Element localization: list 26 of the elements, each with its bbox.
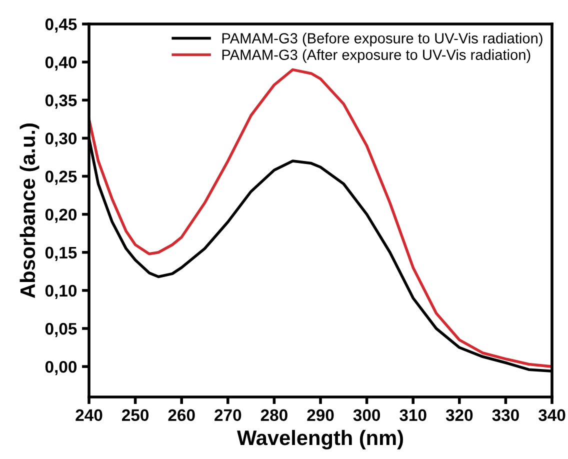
y-tick-label: 0,20 bbox=[45, 208, 77, 223]
y-tick-label: 0,00 bbox=[45, 360, 77, 376]
y-tick-label: 0,05 bbox=[45, 322, 77, 338]
x-tick-label: 320 bbox=[446, 409, 473, 422]
legend-label: PAMAM-G3 (Before exposure to UV-Vis radiation) bbox=[222, 32, 542, 46]
legend-label: PAMAM-G3 (After exposure to UV-Vis radiation) bbox=[222, 49, 530, 63]
y-tick-label: 0,35 bbox=[45, 94, 77, 109]
y-tick-label: 0,25 bbox=[45, 170, 77, 185]
x-tick-label: 300 bbox=[353, 409, 380, 422]
x-tick-label: 260 bbox=[168, 409, 195, 422]
x-tick-label: 250 bbox=[122, 409, 149, 422]
x-tick-label: 310 bbox=[400, 409, 426, 422]
y-tick-label: 0,30 bbox=[45, 132, 77, 147]
line-series bbox=[89, 68, 552, 368]
x-axis-title: Wavelength (nm) bbox=[237, 430, 403, 450]
y-tick-label: 0,15 bbox=[45, 246, 77, 261]
y-axis-title: Absorbance (a.u.) bbox=[20, 124, 40, 298]
x-tick-label: 340 bbox=[538, 409, 566, 422]
y-tick-label: 0,45 bbox=[45, 18, 77, 33]
x-tick-label: 330 bbox=[492, 409, 519, 422]
y-tick-label: 0,10 bbox=[45, 284, 77, 300]
x-tick-label: 270 bbox=[214, 409, 242, 422]
x-tick-label: 290 bbox=[307, 409, 334, 422]
x-tick-label: 280 bbox=[260, 409, 288, 422]
y-tick-label: 0,40 bbox=[45, 56, 77, 71]
x-tick-label: 240 bbox=[76, 409, 102, 422]
